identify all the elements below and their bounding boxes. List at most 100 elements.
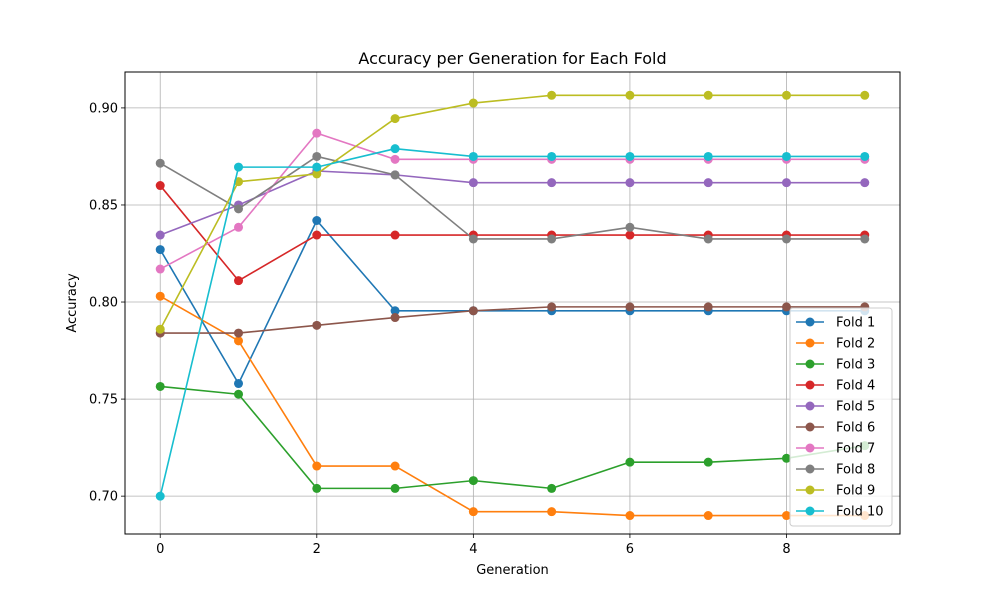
legend-item: Fold 6 xyxy=(796,421,875,436)
plot-frame xyxy=(124,71,901,535)
data-point xyxy=(155,264,165,274)
data-point xyxy=(547,302,557,312)
legend-label: Fold 4 xyxy=(836,379,875,394)
legend-marker xyxy=(805,338,815,348)
legend-item: Fold 1 xyxy=(796,316,875,331)
data-point xyxy=(781,453,791,463)
y-axis-title: Accuracy xyxy=(65,273,80,333)
data-point xyxy=(468,507,478,517)
legend-marker xyxy=(805,506,815,516)
data-point xyxy=(860,151,870,161)
data-point xyxy=(547,483,557,493)
series-9 xyxy=(155,90,870,334)
data-point xyxy=(312,483,322,493)
data-point xyxy=(781,234,791,244)
series-4 xyxy=(155,181,870,286)
data-point xyxy=(625,230,635,240)
data-point xyxy=(390,154,400,164)
legend-item: Fold 9 xyxy=(796,484,875,499)
data-point xyxy=(390,306,400,316)
data-point xyxy=(234,379,244,389)
x-tick-label: 2 xyxy=(313,542,321,557)
data-point xyxy=(625,178,635,188)
legend: Fold 1 Fold 2 Fold 3 Fold 4 Fold 5 Fold 6 Fold… xyxy=(789,307,893,527)
data-point xyxy=(703,457,713,467)
data-point xyxy=(781,302,791,312)
data-point xyxy=(781,511,791,521)
series-2 xyxy=(155,291,870,521)
data-point xyxy=(155,158,165,168)
x-tick-label: 6 xyxy=(626,542,634,557)
x-tick-label: 0 xyxy=(156,542,164,557)
data-point xyxy=(312,461,322,471)
y-tick-label: 0.80 xyxy=(89,296,118,311)
data-point xyxy=(312,151,322,161)
data-point xyxy=(860,234,870,244)
series-line xyxy=(159,155,865,240)
legend-label: Fold 5 xyxy=(836,400,875,415)
y-tick-label: 0.75 xyxy=(89,393,118,408)
data-point xyxy=(390,461,400,471)
data-point xyxy=(781,178,791,188)
series-10 xyxy=(155,144,870,501)
data-point xyxy=(547,90,557,100)
data-point xyxy=(312,162,322,172)
data-point xyxy=(625,151,635,161)
data-point xyxy=(234,328,244,338)
series-5 xyxy=(155,166,870,240)
data-point xyxy=(547,507,557,517)
series-line xyxy=(159,132,865,270)
data-point xyxy=(390,144,400,154)
data-point xyxy=(234,389,244,399)
data-point xyxy=(234,162,244,172)
legend-label: Fold 6 xyxy=(836,421,875,436)
data-point xyxy=(468,306,478,316)
data-point xyxy=(312,216,322,225)
data-point xyxy=(625,222,635,232)
series-line xyxy=(159,219,865,385)
grid-layer xyxy=(125,72,900,534)
data-point xyxy=(860,90,870,100)
data-point xyxy=(390,170,400,180)
data-point xyxy=(155,324,165,334)
legend-label: Fold 8 xyxy=(836,463,875,478)
data-point xyxy=(781,151,791,161)
data-point xyxy=(625,302,635,312)
legend-marker xyxy=(805,464,815,474)
ticks-layer: 0 2 4 6 8 0.70 0.75 0.80 0.85 0.90 xyxy=(89,101,791,557)
legend-marker xyxy=(805,422,815,432)
series-line xyxy=(159,147,865,497)
legend-marker xyxy=(805,317,815,327)
data-point xyxy=(547,178,557,188)
legend-marker xyxy=(805,380,815,390)
data-point xyxy=(312,169,322,179)
data-point xyxy=(703,234,713,244)
data-point xyxy=(625,511,635,521)
legend-label: Fold 9 xyxy=(836,484,875,499)
legend-marker xyxy=(805,401,815,411)
legend-label: Fold 1 xyxy=(836,316,875,331)
series-7 xyxy=(155,128,870,274)
legend-item: Fold 4 xyxy=(796,379,875,394)
data-point xyxy=(312,230,322,240)
data-point xyxy=(703,151,713,161)
data-point xyxy=(155,491,165,501)
legend-marker xyxy=(805,485,815,495)
y-tick-label: 0.90 xyxy=(89,101,118,116)
data-point xyxy=(312,128,322,138)
series-3 xyxy=(155,381,870,493)
legend-item: Fold 5 xyxy=(796,400,875,415)
legend-marker xyxy=(805,443,815,453)
legend-item: Fold 2 xyxy=(796,337,875,352)
data-point xyxy=(468,178,478,188)
data-point xyxy=(234,336,244,346)
series-8 xyxy=(155,151,870,244)
data-point xyxy=(390,114,400,124)
data-point xyxy=(390,313,400,323)
data-point xyxy=(468,476,478,486)
data-point xyxy=(703,178,713,188)
series-line xyxy=(160,306,865,334)
legend-marker xyxy=(805,359,815,369)
